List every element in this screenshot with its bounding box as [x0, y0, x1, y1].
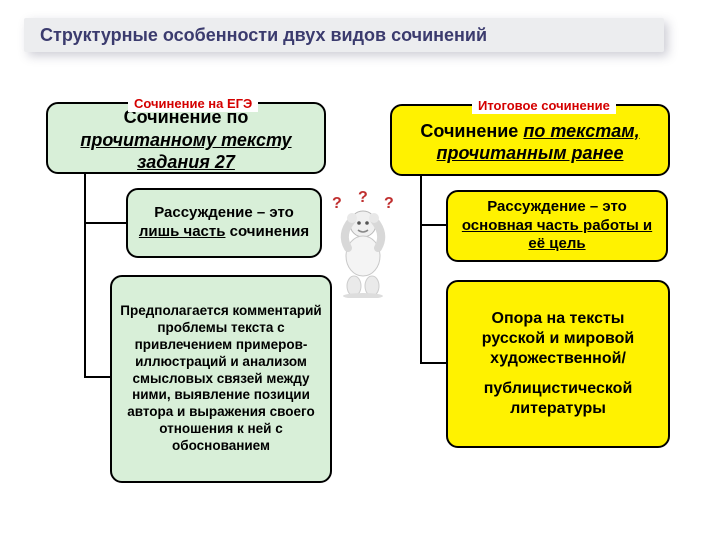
right-branch-1 [420, 224, 446, 226]
right-c2-line2: публицистической литературы [458, 379, 658, 419]
left-c2-text: Предполагается комментарий проблемы текс… [112, 297, 330, 461]
right-head-card: Сочинение по текстам, прочитанным ранее [390, 104, 670, 176]
right-c1-under: основная часть работы и её цель [462, 217, 652, 253]
right-branch-2 [420, 362, 446, 364]
right-trunk [420, 176, 422, 362]
left-c1-before: Рассуждение – это [154, 204, 294, 221]
svg-text:?: ? [358, 190, 368, 206]
left-head-underline: прочитанному тексту задания 27 [80, 130, 291, 173]
left-trunk [84, 174, 86, 376]
right-child-2: Опора на тексты русской и мировой художе… [446, 280, 670, 448]
right-child-1: Рассуждение – это основная часть работы … [446, 190, 668, 262]
left-branch-1 [84, 222, 126, 224]
svg-text:?: ? [332, 195, 342, 212]
svg-text:?: ? [384, 195, 394, 212]
tag-left: Сочинение на ЕГЭ [128, 95, 258, 112]
right-c2-line1: Опора на тексты русской и мировой художе… [458, 309, 658, 369]
tag-right: Итоговое сочинение [472, 97, 616, 114]
thinking-person-icon: ? ? ? [326, 190, 400, 298]
left-c1-after: сочинения [225, 223, 309, 240]
left-branch-2 [84, 376, 110, 378]
left-child-2: Предполагается комментарий проблемы текс… [110, 275, 332, 483]
right-c1-before: Рассуждение – это [487, 198, 627, 215]
right-head-plain: Сочинение [420, 121, 523, 141]
left-head-card: Сочинение по прочитанному тексту задания… [46, 102, 326, 174]
left-child-1: Рассуждение – это лишь часть сочинения [126, 188, 322, 258]
page-title: Структурные особенности двух видов сочин… [24, 18, 664, 52]
slide-canvas: Структурные особенности двух видов сочин… [0, 0, 720, 540]
left-c1-under: лишь часть [139, 223, 226, 240]
